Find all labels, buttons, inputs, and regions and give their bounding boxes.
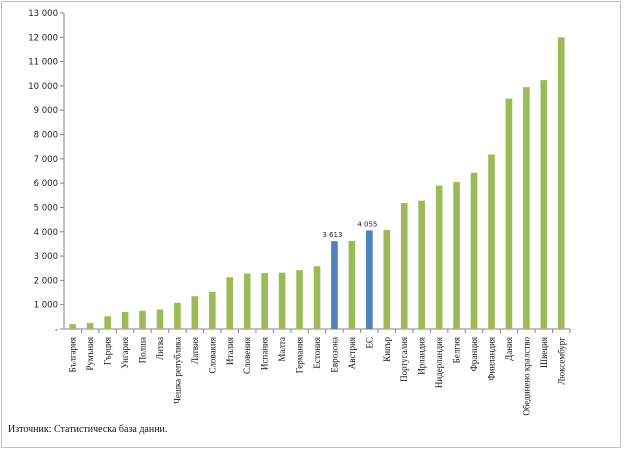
x-tick-label: Австрия bbox=[347, 337, 357, 369]
y-tick-label: - bbox=[55, 325, 58, 335]
x-tick-label: България bbox=[68, 337, 78, 372]
x-tick-label: Гърция bbox=[103, 337, 113, 365]
bar bbox=[557, 37, 565, 330]
bar bbox=[104, 316, 111, 329]
bar bbox=[400, 203, 408, 329]
bar bbox=[313, 266, 321, 329]
x-tick-label: ЕС bbox=[364, 337, 374, 349]
x-tick-label: Румъния bbox=[85, 337, 95, 371]
y-tick-label: 10 000 bbox=[28, 82, 58, 92]
x-tick-label: Ирландия bbox=[417, 337, 427, 375]
bar bbox=[139, 310, 146, 329]
x-tick-label: Чешка република bbox=[172, 337, 182, 404]
x-tick-label: Германия bbox=[295, 337, 305, 373]
y-tick-label: 1 000 bbox=[34, 301, 58, 311]
x-tick-label: Нидерландия bbox=[434, 337, 444, 388]
bar bbox=[226, 277, 234, 329]
x-tick-label: Еврозона bbox=[329, 337, 339, 373]
y-tick-label: 2 000 bbox=[34, 276, 58, 286]
bar bbox=[191, 296, 199, 329]
bar bbox=[435, 185, 443, 329]
bar bbox=[540, 80, 548, 329]
x-tick-label: Дания bbox=[504, 337, 514, 361]
x-tick-label: Естония bbox=[312, 337, 322, 369]
bar bbox=[505, 98, 513, 329]
bar bbox=[296, 270, 303, 329]
y-tick-label: 4 000 bbox=[34, 228, 58, 238]
x-tick-label: Кипър bbox=[382, 337, 392, 362]
bar bbox=[348, 241, 356, 329]
bar bbox=[156, 309, 164, 329]
bar bbox=[208, 291, 216, 329]
data-label: 3 613 bbox=[322, 231, 342, 239]
bar bbox=[523, 87, 530, 329]
x-tick-label: Словакия bbox=[207, 337, 217, 373]
bar bbox=[418, 200, 426, 329]
x-tick-label: Швеция bbox=[539, 337, 549, 368]
bar bbox=[331, 241, 338, 329]
data-label: 4 055 bbox=[357, 220, 377, 228]
bar bbox=[86, 322, 94, 329]
y-tick-label: 6 000 bbox=[34, 179, 58, 189]
source-note: Източник: Статистическа база данни. bbox=[8, 424, 168, 435]
x-tick-label: Люксембург bbox=[556, 337, 566, 385]
y-tick-label: 7 000 bbox=[34, 155, 58, 165]
bar bbox=[488, 154, 495, 329]
y-tick-label: 5 000 bbox=[34, 203, 58, 213]
bar bbox=[261, 273, 268, 329]
bar bbox=[121, 311, 129, 329]
x-tick-label: Испания bbox=[260, 337, 270, 370]
bar bbox=[470, 172, 478, 329]
y-tick-label: 12 000 bbox=[28, 33, 58, 43]
y-tick-label: 8 000 bbox=[34, 131, 58, 141]
x-tick-label: Унгария bbox=[120, 337, 130, 369]
bar bbox=[243, 273, 251, 329]
bar bbox=[69, 324, 77, 329]
x-tick-label: Финландия bbox=[486, 337, 496, 381]
x-tick-label: Франция bbox=[469, 337, 479, 371]
x-tick-label: Белгия bbox=[452, 337, 462, 363]
x-tick-label: Португалия bbox=[399, 337, 409, 382]
y-tick-label: 11 000 bbox=[28, 58, 58, 68]
x-tick-label: Полша bbox=[138, 337, 148, 363]
bar bbox=[174, 302, 181, 329]
bar bbox=[278, 272, 286, 329]
y-tick-label: 3 000 bbox=[34, 252, 58, 262]
x-tick-label: Литва bbox=[155, 337, 165, 360]
bar bbox=[366, 230, 373, 329]
y-tick-label: 9 000 bbox=[34, 106, 58, 116]
y-tick-label: 13 000 bbox=[28, 9, 58, 19]
bar bbox=[383, 229, 391, 329]
x-tick-label: Обединено кралство bbox=[521, 337, 531, 416]
x-tick-label: Латвия bbox=[190, 337, 200, 364]
x-tick-label: Италия bbox=[225, 337, 235, 365]
x-tick-label: Словения bbox=[242, 337, 252, 374]
bar bbox=[453, 181, 460, 329]
x-tick-label: Малта bbox=[277, 337, 287, 362]
